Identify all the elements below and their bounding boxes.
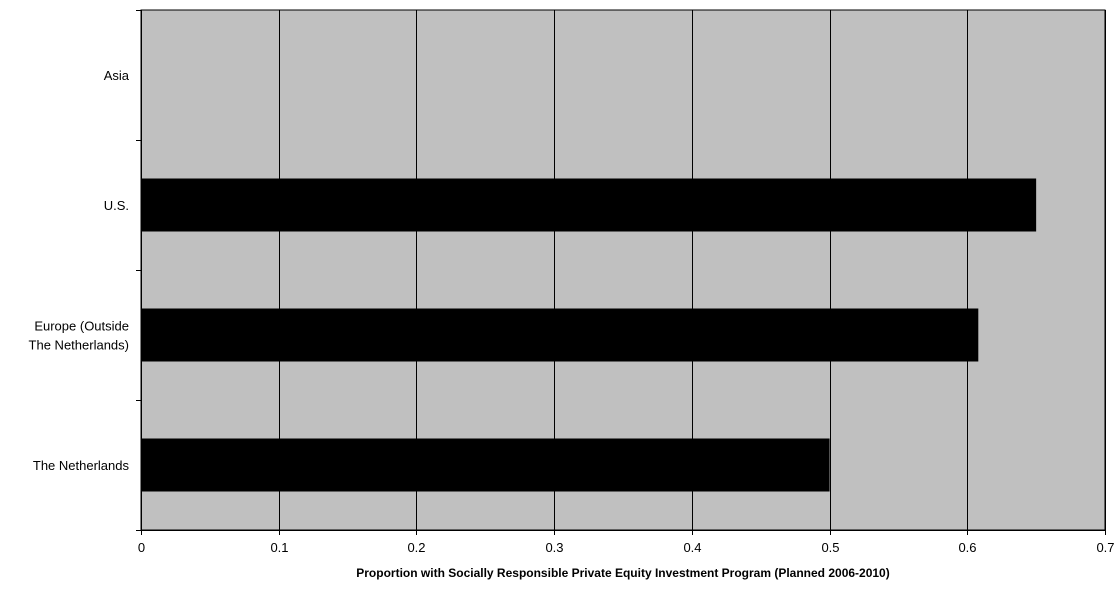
bars: [141, 178, 1037, 492]
y-category-label: Asia: [104, 68, 130, 83]
y-category-label: The Netherlands: [33, 458, 130, 473]
y-category-label-line: Europe (Outside: [34, 319, 129, 334]
bar-3: [141, 438, 830, 492]
y-axis-ticks: Asia U.S. Europe (Outside The Netherlands) T…: [29, 10, 141, 531]
x-tick-label: 0.2: [407, 540, 425, 555]
x-tick-label: 0: [138, 540, 145, 555]
x-axis-title: Proportion with Socially Responsible Pri…: [356, 566, 889, 580]
x-tick-label: 0.4: [683, 540, 701, 555]
y-category-label: U.S.: [104, 198, 129, 213]
x-tick-label: 0.5: [821, 540, 839, 555]
bar-1: [141, 178, 1037, 232]
y-category-label-line: Asia: [104, 68, 130, 83]
y-category-label-line: The Netherlands): [29, 338, 129, 353]
axes: [141, 10, 1105, 531]
y-category-label-line: The Netherlands: [33, 458, 130, 473]
x-tick-label: 0.3: [545, 540, 563, 555]
x-tick-label: 0.7: [1096, 540, 1114, 555]
x-tick-label: 0.6: [958, 540, 976, 555]
x-axis-ticks: 0 0.1 0.2 0.3 0.4 0.5 0.6 0.7: [138, 530, 1115, 555]
y-category-label: Europe (Outside The Netherlands): [29, 319, 129, 353]
y-category-label-line: U.S.: [104, 198, 129, 213]
bar-2: [141, 308, 979, 362]
x-tick-label: 0.1: [270, 540, 288, 555]
